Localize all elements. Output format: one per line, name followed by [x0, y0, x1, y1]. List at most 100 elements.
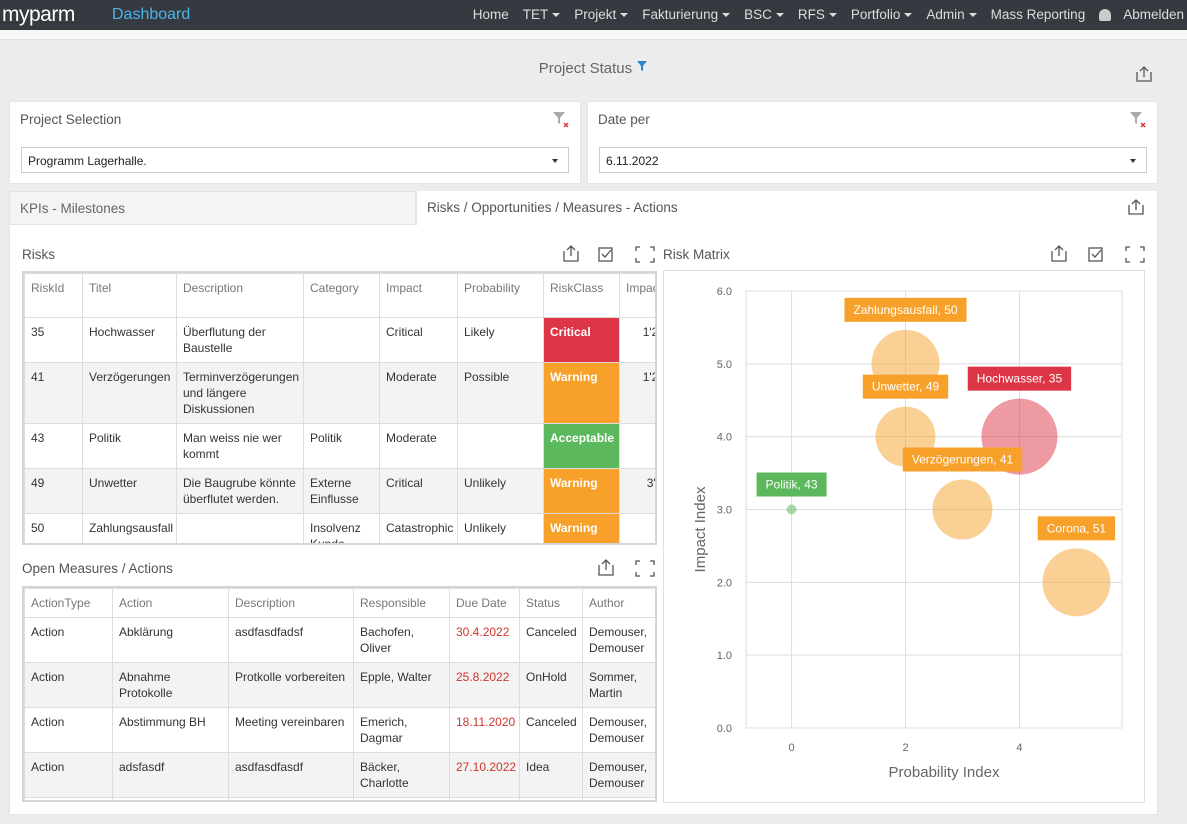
cell: 41 [24, 362, 83, 424]
cell: 1'216'( [619, 317, 655, 363]
y-axis-title: Impact Index [692, 486, 709, 572]
column-header[interactable]: RiskClass [543, 273, 620, 318]
x-tick-label: 2 [902, 742, 908, 754]
nav-item[interactable]: Home [473, 7, 509, 22]
caret [552, 13, 561, 18]
cell: Albrecht [353, 797, 450, 800]
row[interactable]: 41 Verzögerungen Terminverzögerungen und l… [24, 362, 655, 424]
column-header[interactable]: ActionType [24, 588, 113, 618]
toolbar [598, 559, 655, 577]
fullscreen-icon[interactable] [635, 560, 655, 577]
cell: Unlikely [457, 468, 544, 514]
x-axis-title: Probability Index [889, 764, 1000, 781]
cell: Critical [543, 317, 620, 363]
caret [968, 13, 977, 18]
y-tick-label: 2.0 [717, 577, 732, 589]
nav-item[interactable]: TET [523, 7, 561, 22]
cell: Catastrophic [379, 513, 458, 543]
column-header[interactable]: Due Date [449, 588, 520, 618]
fullscreen-icon[interactable] [1125, 246, 1145, 263]
bubble[interactable] [932, 479, 993, 540]
row[interactable]: ActionAnalyse Albrecht27.11.2021CanceledD… [24, 797, 655, 800]
nav-label: Fakturierung [642, 7, 719, 22]
y-tick-label: 6.0 [717, 286, 732, 298]
x-tick-label: 4 [1016, 742, 1022, 754]
fullscreen-icon[interactable] [635, 246, 655, 263]
row[interactable]: Action adsfasdf asdfasdfasdf Bäcker, Charlo… [24, 752, 655, 798]
filter-panel: Date per 6.11.2022 [587, 101, 1158, 184]
column-header[interactable]: Impac [619, 273, 655, 318]
column-header[interactable]: Category [303, 273, 380, 318]
row[interactable]: Action Abklärung asdfasdfadsf Bachofen, Oli… [24, 617, 655, 663]
chart-title: Risk Matrix [663, 247, 730, 262]
cell: 27.11.2021 [449, 797, 520, 800]
bubble[interactable] [786, 504, 797, 515]
row[interactable]: Action Abstimmung BH Meeting vereinbaren Em… [24, 707, 655, 753]
nav-logout[interactable]: Abmelden [1099, 7, 1184, 22]
cell: 3'649' [619, 468, 655, 514]
header-row: RiskId Titel Description Category Impact Prob… [24, 273, 655, 318]
column-header[interactable]: Probability [457, 273, 544, 318]
bubble[interactable] [1042, 548, 1111, 617]
select-icon[interactable] [598, 247, 613, 262]
row[interactable]: 50 Zahlungsausfall Insolvenz Kunde Catastro… [24, 513, 655, 543]
nav-item[interactable]: Projekt [574, 7, 629, 22]
cell: 1'216'( [619, 362, 655, 424]
export-icon[interactable] [563, 245, 579, 262]
cell: 43 [24, 423, 83, 469]
column-header[interactable]: Responsible [353, 588, 450, 618]
nav-item[interactable]: RFS [798, 7, 837, 22]
date-select[interactable]: 6.11.2022 [599, 147, 1147, 173]
nav-item[interactable]: BSC [744, 7, 784, 22]
cell: Critical [379, 468, 458, 514]
export-icon[interactable] [1127, 198, 1145, 216]
cell: Bäcker, Charlotte [353, 752, 450, 798]
cell: Warning [543, 362, 620, 424]
subbar [0, 30, 1187, 40]
row[interactable]: 43 Politik Man weiss nie wer kommt Politik M… [24, 423, 655, 469]
nav-item[interactable]: Admin [926, 7, 977, 22]
column-header[interactable]: Impact [379, 273, 458, 318]
cell: asdfasdfasdf [228, 752, 354, 798]
row[interactable]: 49 Unwetter Die Baugrube könnte überflutet… [24, 468, 655, 514]
column-header[interactable]: Description [228, 588, 354, 618]
export-icon[interactable] [1051, 245, 1067, 262]
nav-item[interactable]: Mass Reporting [991, 7, 1086, 22]
nav-item[interactable]: Portfolio [851, 7, 913, 22]
row[interactable]: Action Abnahme Protokolle Protkolle vorber… [24, 662, 655, 708]
bubble-label: Zahlungsausfall, 50 [844, 297, 967, 322]
column-header[interactable]: Status [519, 588, 583, 618]
export-icon[interactable] [1135, 65, 1153, 83]
cell: Warning [543, 513, 620, 543]
cell: 50 [24, 513, 83, 543]
cell [457, 423, 544, 469]
cell: Externe Einflusse [303, 468, 380, 514]
cell: Hochwasser [82, 317, 177, 363]
project-select[interactable]: Programm Lagerhalle. [21, 147, 569, 173]
row[interactable]: 35 Hochwasser Überflutung der Baustelle Cri… [24, 317, 655, 363]
cell: Abnahme Protokolle [112, 662, 229, 708]
label-text: Verzögerungen, 41 [912, 453, 1014, 467]
column-header[interactable]: Author [582, 588, 655, 618]
column-header[interactable]: Action [112, 588, 229, 618]
nav-label: Mass Reporting [990, 7, 1086, 22]
nav-item[interactable]: Fakturierung [642, 7, 731, 22]
export-icon[interactable] [598, 559, 614, 576]
nav-label: Home [472, 7, 509, 22]
clear-filter[interactable] [1129, 111, 1147, 129]
column-header[interactable]: Description [176, 273, 304, 318]
y-tick-label: 5.0 [717, 359, 732, 371]
cell: Sommer, Martin [582, 662, 655, 708]
logo[interactable]: myparm [2, 3, 75, 26]
filter-icon[interactable] [636, 60, 648, 72]
tab-active[interactable]: Risks / Opportunities / Measures - Actio… [427, 200, 678, 215]
column-header[interactable]: RiskId [24, 273, 83, 318]
cell: adsfasdf [112, 752, 229, 798]
column-header[interactable]: Titel [82, 273, 177, 318]
caret [904, 13, 913, 18]
tab[interactable]: KPIs - Milestones [9, 191, 416, 225]
bubble-label: Unwetter, 49 [862, 374, 949, 399]
brand[interactable]: Dashboard [112, 6, 191, 23]
select-icon[interactable] [1088, 247, 1103, 262]
clear-filter[interactable] [552, 111, 570, 129]
